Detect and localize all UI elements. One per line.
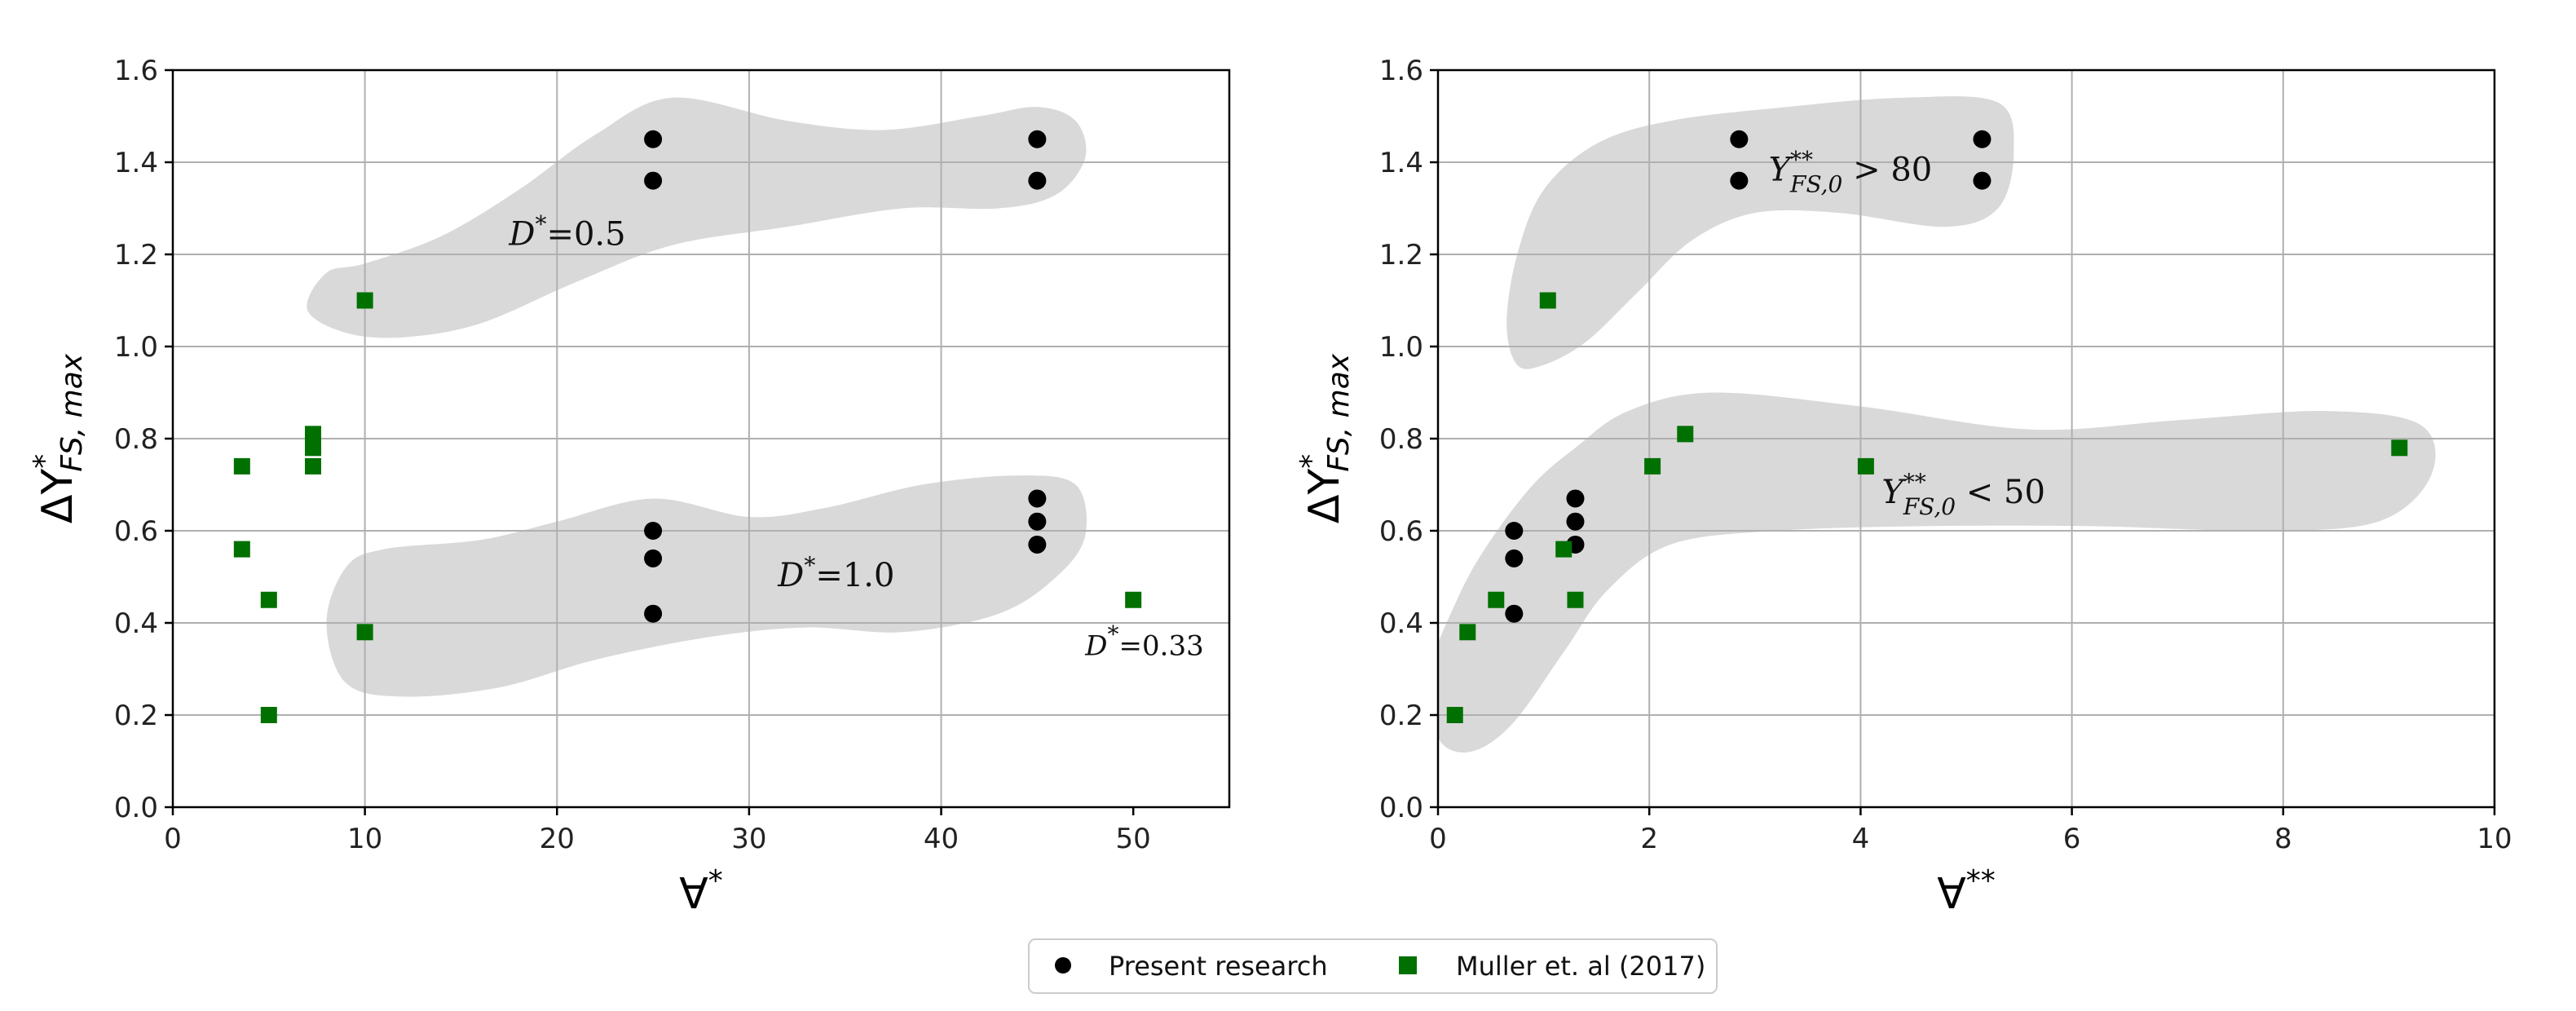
- y-tick-label: 0.6: [1379, 515, 1423, 548]
- data-point: [1488, 591, 1505, 608]
- legend-marker-present-research: [1055, 957, 1071, 973]
- legend: Present research Muller et. al (2017): [1028, 938, 1718, 994]
- y-tick-label: 0.0: [1379, 792, 1423, 824]
- y-tick-label: 0.2: [1379, 700, 1423, 732]
- region-annotation-1: D*=1.0: [777, 552, 894, 594]
- y-tick-label: 1.2: [114, 239, 158, 272]
- y-tick-label: 1.4: [1379, 147, 1423, 179]
- x-tick-label: 8: [2274, 823, 2292, 855]
- data-point: [1857, 457, 1874, 475]
- y-tick-label: 0.4: [1379, 607, 1423, 640]
- y-tick-label: 1.6: [1379, 55, 1423, 87]
- y-tick-label: 1.0: [1379, 331, 1423, 364]
- data-point: [233, 457, 250, 475]
- data-point: [356, 292, 373, 309]
- data-point: [1677, 426, 1694, 443]
- data-point: [644, 522, 663, 540]
- shaded-region-1: [1438, 392, 2436, 753]
- data-point: [1125, 591, 1142, 608]
- data-point: [644, 604, 663, 623]
- left-panel: 0 10 20 30 40 50 0.0 0.2 0.4 0.6 0.8 1.0 1.2 1.4 1.6 ∀*…: [28, 55, 1231, 919]
- data-point: [1028, 171, 1047, 190]
- data-point: [260, 707, 277, 723]
- data-point: [1459, 624, 1476, 641]
- data-point: [233, 541, 250, 558]
- x-tick-label: 0: [164, 823, 182, 855]
- data-point: [1028, 130, 1047, 148]
- shaded-regions: [1438, 96, 2436, 753]
- data-point: [305, 426, 322, 443]
- data-point: [1973, 130, 1992, 148]
- data-point: [644, 549, 663, 567]
- series-present-research: [1505, 130, 1992, 623]
- x-axis-label: ∀**: [1937, 864, 1996, 919]
- region-annotation-1: Y** FS,0 < 50: [1881, 469, 2045, 520]
- x-tick-label: 10: [2477, 823, 2512, 855]
- data-point: [1730, 130, 1749, 148]
- shaded-regions: [307, 97, 1087, 697]
- data-point: [1505, 549, 1524, 567]
- data-point: [1567, 591, 1584, 608]
- data-point: [1566, 489, 1585, 508]
- x-tick-label: 20: [540, 823, 575, 855]
- x-tick-label: 0: [1429, 823, 1447, 855]
- x-tick-label: 6: [2063, 823, 2081, 855]
- x-tick-label: 50: [1116, 823, 1151, 855]
- legend-label-present-research: Present research: [1109, 951, 1328, 982]
- data-point: [1566, 512, 1585, 531]
- data-point: [1555, 541, 1573, 558]
- data-point: [1644, 457, 1661, 475]
- data-point: [1505, 522, 1524, 540]
- data-point: [305, 457, 322, 475]
- right-panel: 0 2 4 6 8 10 0.0 0.2 0.4 0.6 0.8 1.0 1.2 1.4 1.6 ∀** ΔY*…: [1295, 55, 2512, 919]
- shaded-region-0: [1506, 96, 2014, 369]
- y-tick-label: 0.6: [114, 515, 158, 548]
- x-tick-label: 4: [1852, 823, 1870, 855]
- series-muller-2017: [233, 292, 1142, 723]
- y-tick-label: 0.0: [114, 792, 158, 824]
- data-point: [1446, 707, 1463, 723]
- series-muller-2017: [1446, 292, 2408, 723]
- y-tick-label: 1.6: [114, 55, 158, 87]
- data-point: [1028, 489, 1047, 508]
- data-point: [1505, 604, 1524, 623]
- data-point: [305, 439, 322, 457]
- shaded-region-0: [307, 97, 1087, 338]
- y-tick-label: 1.2: [1379, 239, 1423, 272]
- data-point: [356, 624, 373, 641]
- data-point: [2391, 439, 2408, 457]
- x-tick-label: 30: [731, 823, 766, 855]
- data-point: [1730, 171, 1749, 190]
- region-annotation-0: Y** FS,0 > 80: [1769, 147, 1933, 198]
- region-annotation-2: D*=0.33: [1084, 621, 1203, 663]
- data-point: [1539, 292, 1556, 309]
- x-axis-label: ∀*: [679, 864, 723, 919]
- legend-frame: [1028, 938, 1718, 994]
- region-annotation-0: D*=0.5: [508, 211, 625, 254]
- data-point: [644, 171, 663, 190]
- gridlines: [173, 70, 1229, 807]
- gridlines: [1438, 70, 2494, 807]
- x-tick-label: 10: [347, 823, 382, 855]
- y-tick-label: 1.0: [114, 331, 158, 364]
- y-tick-label: 0.8: [114, 423, 158, 456]
- y-tick-label: 0.4: [114, 607, 158, 640]
- legend-marker-muller: [1399, 956, 1417, 974]
- legend-label-muller: Muller et. al (2017): [1456, 951, 1705, 982]
- y-axis-label: ΔY*FS, max: [1295, 353, 1356, 523]
- series-present-research: [644, 130, 1047, 623]
- data-point: [1028, 535, 1047, 554]
- data-point: [644, 130, 663, 148]
- y-tick-label: 1.4: [114, 147, 158, 179]
- y-tick-label: 0.8: [1379, 423, 1423, 456]
- x-tick-label: 2: [1640, 823, 1658, 855]
- y-axis-label: ΔY*FS, max: [28, 353, 89, 523]
- data-point: [260, 591, 277, 608]
- shaded-region-1: [326, 475, 1087, 697]
- y-tick-label: 0.2: [114, 700, 158, 732]
- data-point: [1028, 512, 1047, 531]
- x-tick-label: 40: [924, 823, 959, 855]
- data-point: [1973, 171, 1992, 190]
